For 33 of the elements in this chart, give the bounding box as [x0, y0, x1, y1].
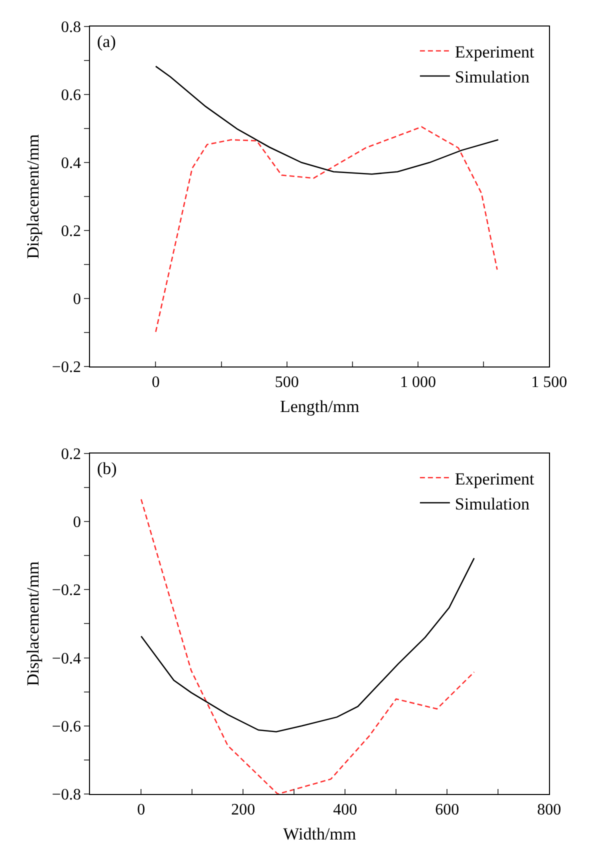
x-tick-label: 1 000: [400, 374, 436, 391]
y-tick-label: −0.4: [52, 650, 81, 668]
x-axis-title: Width/mm: [283, 824, 356, 844]
line-series: [140, 558, 475, 732]
legend-label: Experiment: [454, 42, 535, 62]
y-tick-label: 0: [72, 291, 81, 308]
x-tick-label: 200: [231, 801, 256, 818]
legend-label: Simulation: [454, 68, 530, 87]
x-tick-label: 400: [333, 801, 358, 818]
y-tick-label: 0.2: [60, 446, 81, 463]
x-axis-title: Length/mm: [280, 397, 360, 416]
x-tick-label: 500: [274, 374, 299, 391]
y-tick-label: −0.2: [52, 582, 81, 600]
y-axis-title: Displacement/mm: [23, 134, 42, 259]
y-tick-label: −0.6: [52, 718, 81, 736]
annotation: (b): [97, 459, 117, 478]
line-series: [155, 126, 498, 333]
x-tick-label: 600: [435, 801, 460, 818]
x-tick-label: 0: [137, 801, 146, 818]
y-tick-label: 0.6: [60, 87, 81, 104]
y-tick-label: −0.8: [52, 786, 81, 804]
y-tick-label: 0.2: [60, 223, 81, 240]
legend-label: Experiment: [454, 469, 535, 488]
y-axis-title: Displacement/mm: [23, 561, 42, 686]
x-tick-label: 800: [537, 801, 562, 818]
x-tick-label: 0: [152, 374, 160, 391]
y-tick-label: 0.8: [60, 19, 81, 36]
annotation: (a): [97, 32, 116, 51]
y-tick-label: 0.4: [60, 155, 81, 172]
x-tick-label: 1 500: [531, 374, 568, 391]
y-tick-label: −0.2: [52, 359, 81, 376]
legend-label: Simulation: [454, 494, 530, 514]
y-tick-label: 0: [72, 514, 81, 532]
